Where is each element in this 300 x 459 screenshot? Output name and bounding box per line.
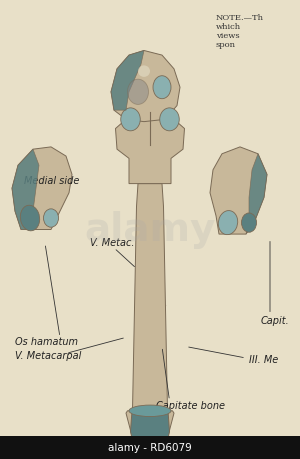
Ellipse shape — [20, 205, 40, 231]
Polygon shape — [210, 147, 267, 234]
Ellipse shape — [218, 211, 238, 235]
Ellipse shape — [138, 65, 150, 77]
Text: alamy: alamy — [84, 211, 216, 248]
Bar — [0, 436, 300, 459]
Text: Medial side: Medial side — [24, 176, 80, 186]
Ellipse shape — [44, 209, 59, 227]
Ellipse shape — [160, 108, 179, 131]
Polygon shape — [116, 117, 184, 184]
Polygon shape — [111, 50, 144, 110]
Text: NOTE.—Th
which
views
spon: NOTE.—Th which views spon — [216, 14, 264, 50]
Ellipse shape — [128, 79, 148, 104]
Polygon shape — [126, 184, 174, 436]
Polygon shape — [12, 149, 39, 230]
Text: Capit.: Capit. — [261, 316, 290, 326]
Text: Capitate bone: Capitate bone — [156, 401, 225, 411]
Ellipse shape — [129, 405, 171, 417]
Text: V. Metacarpal: V. Metacarpal — [15, 351, 81, 361]
Polygon shape — [12, 147, 72, 230]
Text: alamy - RD6079: alamy - RD6079 — [108, 442, 192, 453]
Text: Os hamatum: Os hamatum — [15, 337, 78, 347]
Ellipse shape — [153, 76, 171, 99]
Ellipse shape — [242, 213, 256, 232]
Text: III. Me: III. Me — [249, 355, 278, 365]
Polygon shape — [130, 411, 170, 441]
Ellipse shape — [121, 108, 140, 131]
Polygon shape — [246, 154, 267, 234]
Text: V. Metac.: V. Metac. — [90, 238, 134, 248]
Polygon shape — [111, 50, 180, 122]
